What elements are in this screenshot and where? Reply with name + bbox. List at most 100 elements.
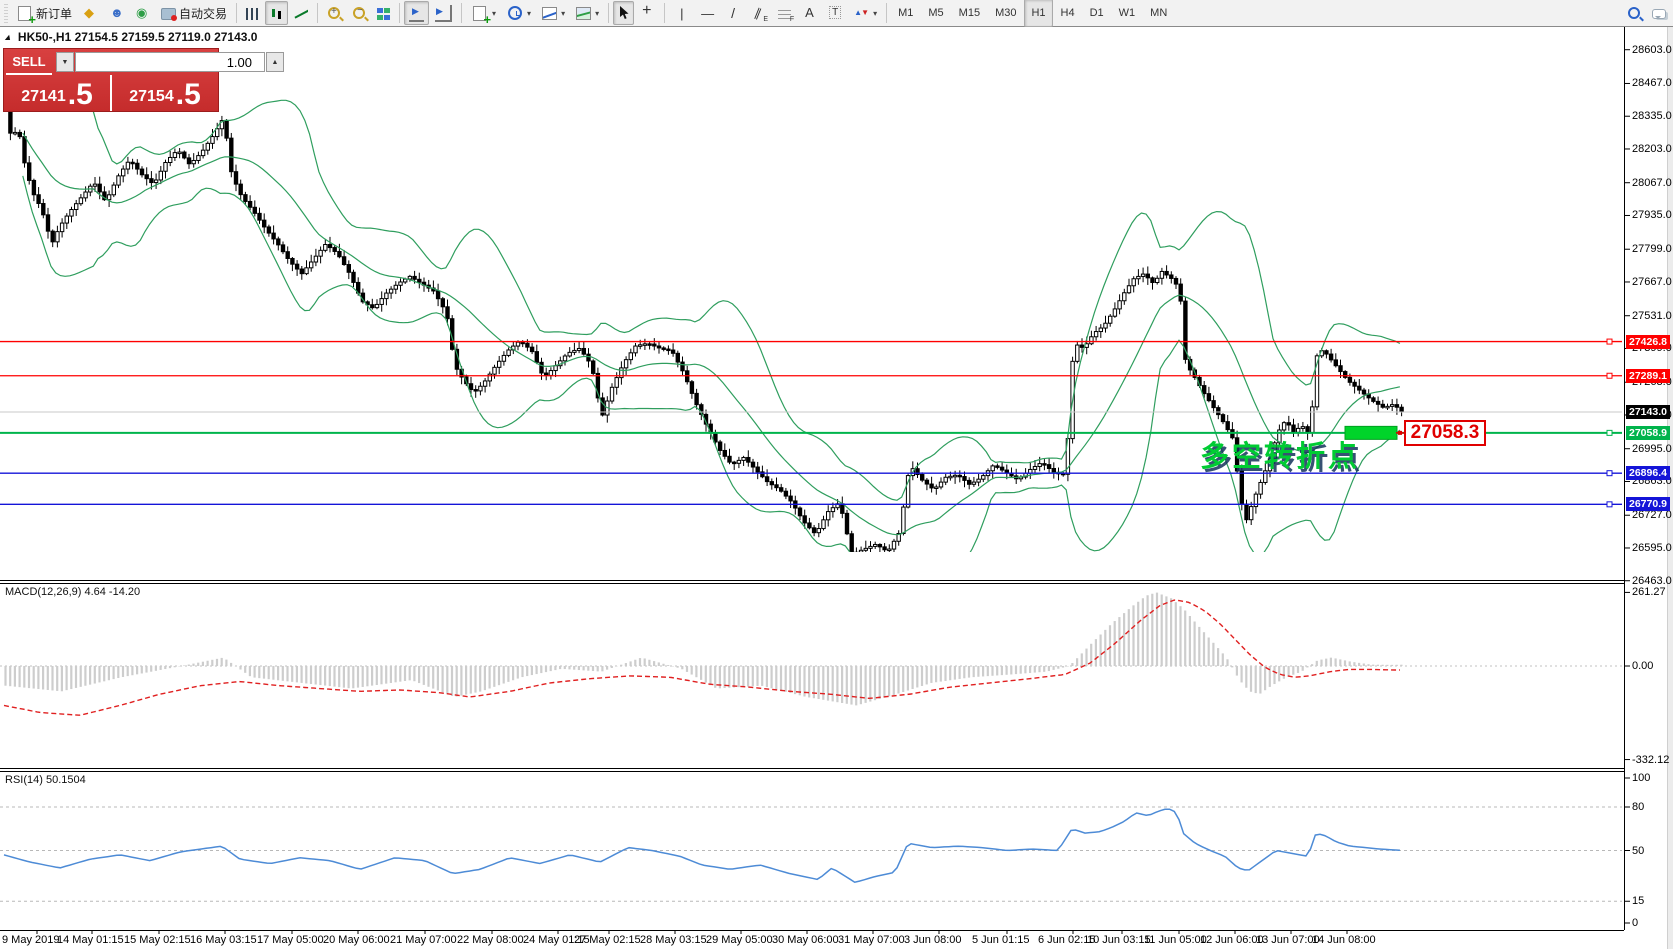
one-click-trading-panel: SELL ▼ ▲ BUY 27141 .5 27154 .5 — [3, 48, 334, 112]
price-axis[interactable]: 28603.0 28467.0 28335.0 28203.0 28067.0 27935… — [1624, 0, 1672, 949]
time-axis[interactable]: 9 May 2019 14 May 01:15 15 May 02:15 16 May… — [0, 932, 1624, 949]
pane-separator[interactable] — [0, 771, 1624, 772]
timeframe-mn-button[interactable]: MN — [1150, 7, 1168, 19]
chart-shift-button[interactable] — [430, 1, 457, 25]
new-order-icon — [18, 5, 36, 27]
channel-icon — [752, 6, 768, 23]
search-icon — [1628, 7, 1640, 19]
metaeditor-button[interactable] — [78, 1, 103, 25]
community-button[interactable] — [104, 1, 129, 25]
buy-price[interactable]: 27154 .5 — [112, 75, 218, 111]
timeframe-h1-button[interactable]: H1 — [1024, 0, 1053, 27]
timeframe-m15-button[interactable]: M15 — [958, 7, 981, 19]
volume-input[interactable] — [75, 52, 265, 72]
rsi-label: RSI(14) 50.1504 — [5, 774, 86, 786]
x-axis-date-label: 5 Jun 01:15 — [972, 934, 1030, 946]
timeframe-h4-button[interactable]: H4 — [1060, 7, 1075, 19]
tile-windows-icon — [377, 7, 391, 20]
x-axis-date-label: 21 May 07:00 — [390, 934, 457, 946]
timeframe-m30-button[interactable]: M30 — [995, 7, 1017, 19]
toolbar-separator — [399, 3, 401, 23]
sell-button[interactable]: SELL — [6, 49, 52, 75]
label-tool-icon — [828, 5, 843, 21]
label-tool-button[interactable] — [823, 1, 848, 25]
x-axis-date-label: 27 May 02:15 — [574, 934, 641, 946]
vertical-line-button[interactable] — [669, 1, 694, 25]
toolbar-grip — [4, 3, 8, 23]
zoom-out-icon — [353, 5, 366, 19]
volume-decrease-button[interactable]: ▼ — [56, 52, 74, 72]
sell-price[interactable]: 27141 .5 — [4, 75, 112, 111]
pane-separator[interactable] — [0, 580, 1624, 581]
horizontal-line-button[interactable] — [695, 1, 720, 25]
trendline-button[interactable] — [721, 1, 746, 25]
templates-icon — [576, 7, 592, 20]
timeframe-d1-button[interactable]: D1 — [1089, 7, 1104, 19]
chart-symbol-icon: ▲ — [2, 32, 15, 42]
indicators-dropdown[interactable]: ▾ — [537, 1, 570, 25]
timeframe-w1-button[interactable]: W1 — [1118, 7, 1136, 19]
y-axis-tick-label: 27799.0 — [1632, 243, 1672, 256]
sell-price-main: 27141 — [21, 88, 66, 105]
toolbar: 新订单 自动交易 ▾ ▾ ▾ ▾ — [0, 0, 1673, 27]
turning-point-annotation[interactable]: 多空转折点 — [1200, 441, 1361, 473]
line-handle — [1606, 429, 1613, 436]
buy-price-main: 27154 — [129, 88, 174, 105]
chat-button[interactable] — [1647, 1, 1671, 25]
zoom-in-button[interactable] — [322, 1, 346, 25]
line-chart-button[interactable] — [289, 1, 313, 25]
current-price-tag: 27143.0 — [1626, 405, 1670, 419]
macd-pane — [0, 592, 1622, 716]
volume-stepper: ▼ ▲ — [54, 49, 286, 75]
chart-window: ▲ HK50-,H1 27154.5 27159.5 27119.0 27143… — [0, 27, 1673, 949]
auto-scroll-icon — [409, 5, 425, 22]
candlestick-chart-button[interactable] — [265, 1, 289, 25]
autotrading-icon — [161, 8, 178, 21]
templates-dropdown[interactable]: ▾ — [571, 1, 604, 25]
line-price-tag: 26896.4 — [1626, 466, 1670, 481]
community-icon — [109, 5, 124, 21]
y-axis-tick-label: 26727.0 — [1632, 509, 1672, 522]
pane-separator[interactable] — [0, 583, 1624, 584]
volume-increase-button[interactable]: ▲ — [266, 52, 284, 72]
x-axis-date-label: 10 Jun 03:15 — [1087, 934, 1151, 946]
y-axis-tick-label: 28335.0 — [1632, 110, 1672, 123]
rsi-axis-tick-label: 0 — [1632, 917, 1639, 929]
signals-button[interactable] — [130, 1, 155, 25]
right-scroll-strip[interactable] — [1667, 27, 1673, 949]
search-button[interactable] — [1622, 1, 1646, 25]
bar-chart-button[interactable] — [241, 1, 264, 25]
new-chart-dropdown[interactable]: ▾ — [466, 1, 501, 27]
arrows-dropdown[interactable]: ▾ — [849, 1, 882, 25]
line-handle — [1606, 501, 1613, 508]
profiles-dropdown[interactable]: ▾ — [502, 1, 536, 25]
zoom-out-button[interactable] — [347, 1, 371, 25]
x-axis-date-label: 11 Jun 05:00 — [1144, 934, 1207, 946]
y-axis-tick-label: 28067.0 — [1632, 176, 1672, 189]
timeframe-m1-button[interactable]: M1 — [898, 7, 914, 19]
tile-windows-button[interactable] — [372, 1, 395, 25]
fibonacci-button[interactable] — [773, 1, 796, 25]
price-callout[interactable]: 27058.3 — [1404, 420, 1486, 446]
chat-icon — [1652, 9, 1666, 19]
buy-button[interactable]: BUY — [288, 49, 334, 75]
new-order-button[interactable]: 新订单 — [11, 1, 77, 27]
channel-button[interactable] — [747, 1, 772, 25]
cursor-button[interactable] — [613, 1, 635, 25]
line-price-tag: 27058.9 — [1626, 425, 1670, 440]
text-tool-icon — [802, 5, 817, 21]
axis-border — [1624, 27, 1625, 930]
x-axis-date-label: 13 Jun 07:00 — [1256, 934, 1320, 946]
timeframe-m5-button[interactable]: M5 — [928, 7, 944, 19]
text-tool-button[interactable] — [797, 1, 822, 25]
y-axis-tick-label: 26463.0 — [1632, 574, 1672, 587]
main-pane — [3, 84, 1404, 552]
autotrading-button[interactable]: 自动交易 — [156, 1, 232, 25]
x-axis-date-label: 14 May 01:15 — [57, 934, 124, 946]
pane-separator[interactable] — [0, 768, 1624, 769]
auto-scroll-button[interactable] — [404, 1, 430, 25]
line-handle — [1606, 338, 1613, 345]
crosshair-button[interactable] — [635, 1, 660, 25]
rsi-axis-tick-label: 80 — [1632, 801, 1645, 813]
